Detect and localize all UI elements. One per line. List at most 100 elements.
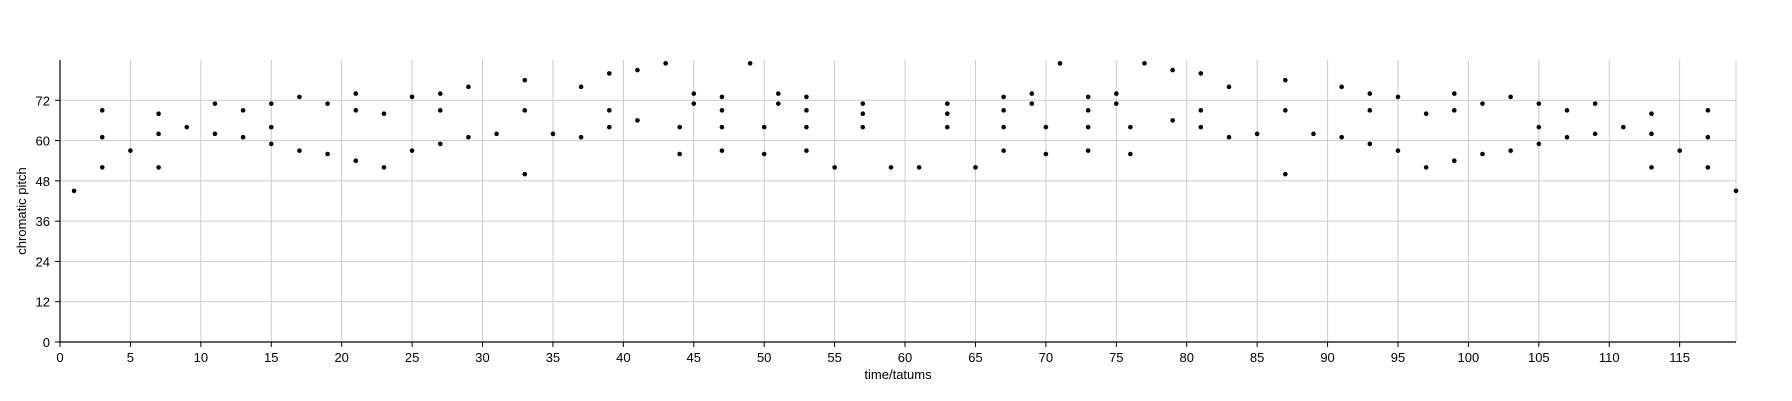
data-point — [1128, 124, 1133, 130]
data-point — [437, 108, 443, 113]
data-point — [353, 158, 359, 164]
x-tick-label: 15 — [264, 350, 278, 365]
data-point — [325, 151, 330, 157]
data-point — [409, 148, 415, 153]
data-point — [1592, 101, 1598, 106]
y-tick-label: 72 — [36, 93, 50, 108]
x-tick-label: 85 — [1250, 350, 1264, 365]
y-tick-label: 24 — [36, 254, 50, 269]
data-point — [944, 101, 950, 106]
data-point — [325, 101, 330, 106]
data-point — [466, 134, 471, 140]
data-point — [804, 148, 809, 153]
data-point — [1043, 151, 1049, 157]
data-point — [1170, 67, 1175, 73]
data-point — [1564, 108, 1570, 113]
data-point — [888, 165, 894, 170]
data-point — [1395, 148, 1401, 153]
data-point — [1423, 111, 1429, 117]
data-point — [1128, 151, 1133, 157]
x-tick-label: 95 — [1391, 350, 1405, 365]
x-tick-label: 0 — [56, 350, 63, 365]
data-point — [1480, 101, 1485, 106]
data-point — [635, 67, 640, 73]
data-point — [775, 91, 781, 96]
x-tick-label: 40 — [616, 350, 630, 365]
data-point — [128, 148, 133, 153]
data-point — [719, 148, 725, 153]
data-point — [1142, 61, 1147, 66]
data-point — [1452, 158, 1457, 164]
data-point — [1085, 124, 1091, 130]
data-point — [522, 77, 528, 83]
data-point — [1508, 94, 1513, 100]
x-tick-label: 50 — [757, 350, 771, 365]
data-point — [1085, 108, 1091, 113]
data-point — [1367, 141, 1373, 147]
data-point — [578, 84, 584, 90]
data-point — [1733, 188, 1739, 194]
data-point — [353, 108, 359, 113]
data-point — [353, 91, 359, 96]
data-point — [1536, 124, 1542, 130]
points-layer — [71, 61, 1739, 194]
data-point — [240, 108, 246, 113]
x-tick-label: 30 — [475, 350, 489, 365]
data-point — [635, 118, 640, 123]
grid-layer — [60, 60, 1737, 342]
y-axis-label: chromatic pitch — [14, 167, 29, 254]
x-tick-label: 45 — [687, 350, 701, 365]
data-point — [212, 131, 218, 137]
y-tick-label: 0 — [43, 335, 50, 350]
x-tick-label: 75 — [1109, 350, 1123, 365]
data-point — [1705, 165, 1711, 170]
data-point — [691, 101, 697, 106]
data-point — [1001, 108, 1006, 113]
data-point — [550, 131, 556, 137]
tick-layer: 0 5 10 15 20 25 30 35 40 45 50 55 60 65 70 75 80 85 90 95 10… — [36, 93, 1690, 365]
data-point — [1536, 141, 1542, 147]
data-point — [804, 108, 809, 113]
data-point — [1423, 165, 1429, 170]
data-point — [606, 108, 612, 113]
x-tick-label: 80 — [1179, 350, 1193, 365]
data-point — [99, 165, 105, 170]
y-tick-label: 36 — [36, 214, 50, 229]
x-tick-label: 20 — [334, 350, 348, 365]
data-point — [1226, 84, 1232, 90]
data-point — [606, 124, 612, 130]
x-tick-label: 110 — [1599, 350, 1620, 365]
data-point — [1367, 91, 1373, 96]
x-tick-label: 5 — [127, 350, 134, 365]
x-tick-label: 105 — [1528, 350, 1550, 365]
data-point — [1198, 124, 1204, 130]
data-point — [1001, 124, 1006, 130]
data-point — [1085, 148, 1091, 153]
data-point — [1705, 108, 1711, 113]
data-point — [494, 131, 499, 137]
data-point — [1029, 101, 1035, 106]
data-point — [156, 131, 161, 137]
data-point — [1621, 124, 1626, 130]
data-point — [1395, 94, 1401, 100]
x-tick-label: 65 — [968, 350, 982, 365]
data-point — [1452, 108, 1457, 113]
data-point — [804, 94, 809, 100]
data-point — [437, 141, 443, 147]
data-point — [761, 151, 767, 157]
data-point — [1283, 108, 1288, 113]
data-point — [1283, 77, 1288, 83]
data-point — [916, 165, 922, 170]
x-tick-label: 90 — [1320, 350, 1334, 365]
data-point — [944, 111, 950, 117]
data-point — [1057, 61, 1063, 66]
data-point — [1085, 94, 1091, 100]
data-point — [240, 134, 246, 140]
data-point — [691, 91, 697, 96]
data-point — [268, 124, 274, 130]
data-point — [663, 61, 668, 66]
data-point — [606, 71, 612, 76]
x-tick-label: 100 — [1458, 350, 1480, 365]
data-point — [156, 165, 161, 170]
data-point — [578, 134, 584, 140]
